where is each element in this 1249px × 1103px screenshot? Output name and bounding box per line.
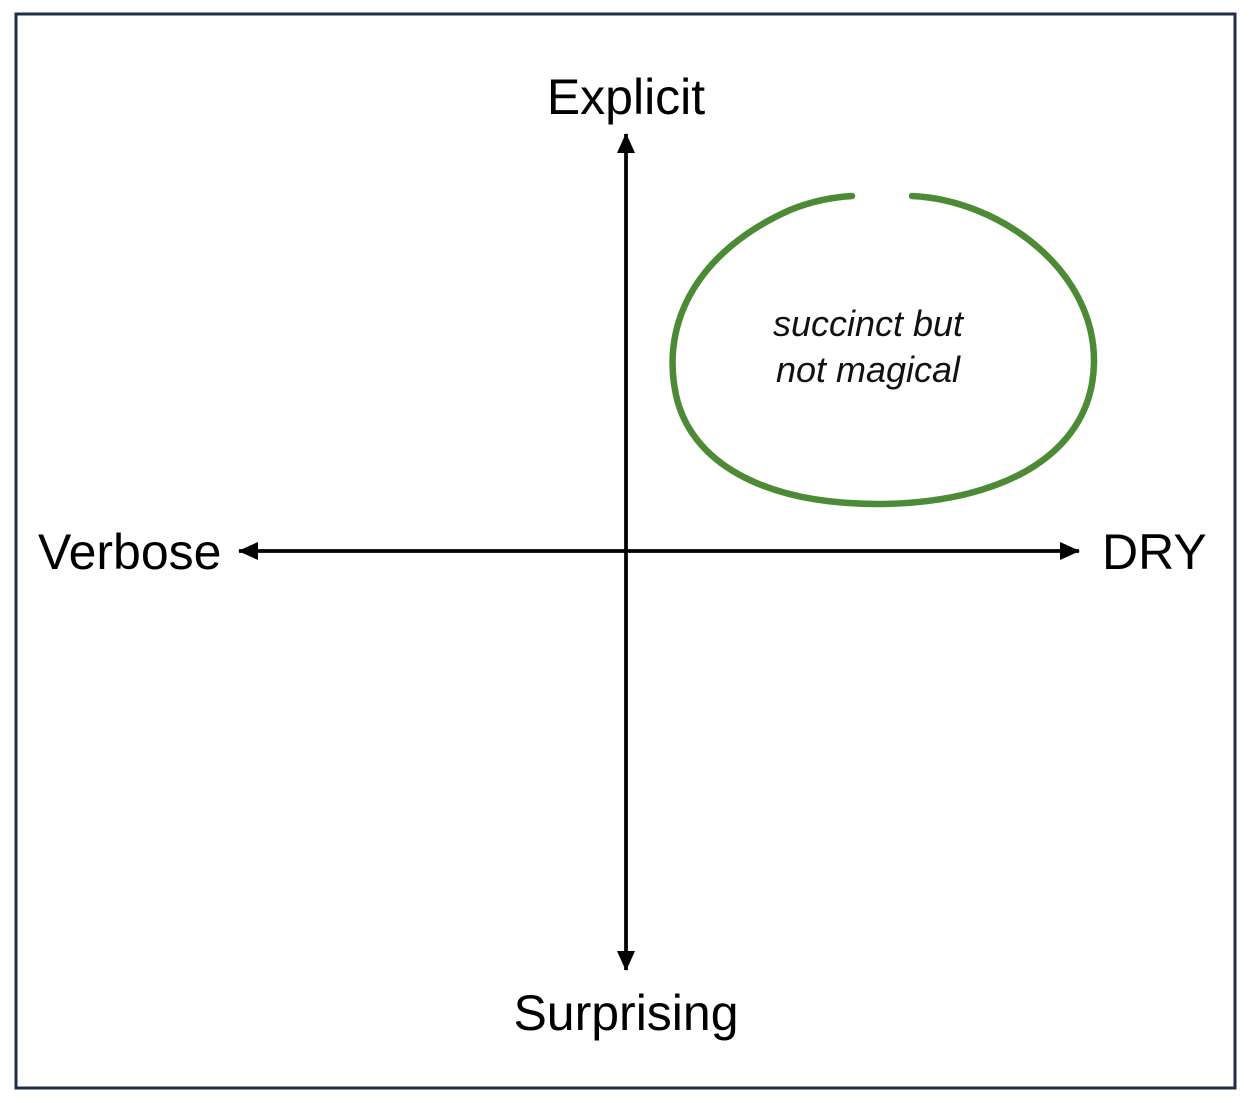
- diagram-frame: [14, 12, 1237, 1090]
- label-explicit: Explicit: [547, 69, 705, 125]
- label-surprising: Surprising: [513, 985, 738, 1041]
- highlight-circle: [669, 192, 1098, 508]
- label-dry: DRY: [1102, 524, 1207, 580]
- annotation-line-1: succinct but: [773, 303, 965, 344]
- annotation-line-2: not magical: [776, 349, 961, 390]
- highlight-circle-tail: [789, 195, 853, 213]
- label-verbose: Verbose: [38, 524, 221, 580]
